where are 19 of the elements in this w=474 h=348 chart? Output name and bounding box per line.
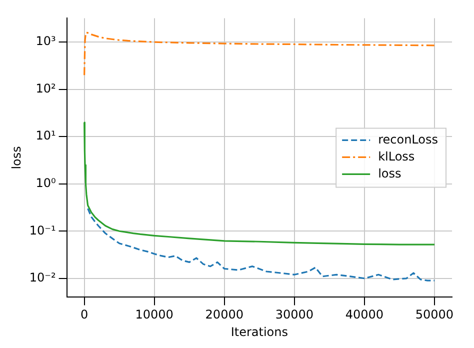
y-tick-label: 10⁻² xyxy=(29,270,56,285)
y-tick-label: 10⁰ xyxy=(36,176,56,190)
x-tick-label: 20000 xyxy=(205,308,244,322)
y-axis-title: loss xyxy=(9,146,24,170)
legend-label: loss xyxy=(378,166,402,180)
x-tick-label: 40000 xyxy=(345,308,384,322)
x-tick-label: 0 xyxy=(80,308,88,322)
legend-label: klLoss xyxy=(378,149,415,164)
y-tick-label: 10² xyxy=(36,81,56,96)
line-series xyxy=(84,32,436,76)
y-tick-label: 10¹ xyxy=(36,128,56,143)
x-tick-label: 10000 xyxy=(135,308,174,322)
x-axis-title: Iterations xyxy=(230,324,288,339)
legend-label: reconLoss xyxy=(378,132,438,146)
y-tick-label: 10⁻¹ xyxy=(29,223,56,238)
y-tick-label: 10³ xyxy=(36,34,56,48)
x-tick-label: 30000 xyxy=(275,308,314,322)
line-series xyxy=(87,208,436,282)
x-tick-label: 50000 xyxy=(415,308,454,322)
